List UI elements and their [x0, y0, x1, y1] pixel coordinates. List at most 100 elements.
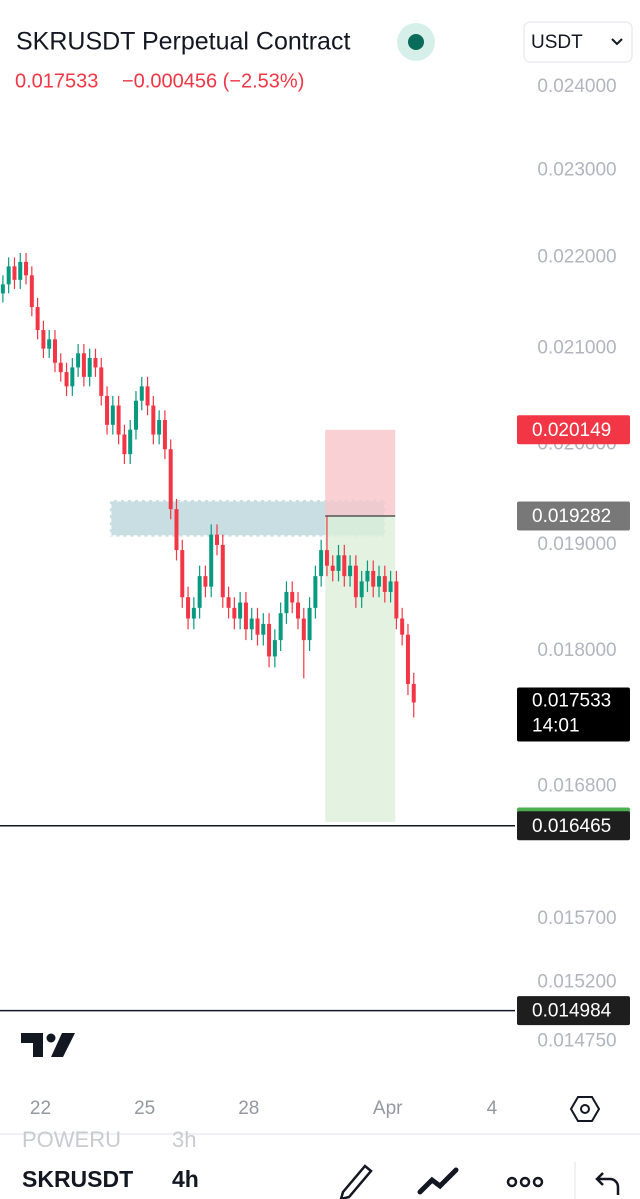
x-tick-label: 28 — [238, 1098, 259, 1119]
candle-body — [47, 339, 52, 349]
trend-icon[interactable] — [417, 1167, 459, 1195]
candle-body — [162, 419, 167, 450]
price-label-box — [517, 687, 630, 742]
candle-body — [330, 565, 335, 571]
dot — [519, 1176, 531, 1188]
candle-body — [35, 307, 40, 331]
candle-body — [0, 284, 5, 294]
candle-body — [238, 602, 243, 619]
y-tick-label: 0.018000 — [537, 640, 616, 661]
settings-hex — [569, 1096, 601, 1122]
y-tick-label: 0.015700 — [537, 908, 616, 929]
symbol[interactable]: SKRUSDT — [22, 1166, 133, 1192]
y-tick-label: 0.022000 — [537, 246, 616, 267]
candle-body — [214, 534, 219, 545]
candle-body — [186, 597, 191, 619]
logo-v — [51, 1033, 75, 1057]
candle-body — [41, 330, 46, 349]
candle-body — [382, 576, 387, 592]
y-tick-label: 0.023000 — [537, 159, 616, 180]
candle-body — [301, 618, 306, 641]
plot: 0.0240000.0230000.0220000.0210000.020000… — [0, 76, 630, 1119]
interval[interactable]: 4h — [172, 1166, 199, 1192]
candle-body — [24, 261, 29, 276]
toolbar — [0, 1148, 640, 1199]
price-label-box — [517, 415, 630, 445]
candle-body — [377, 576, 382, 587]
candle-body — [348, 565, 353, 577]
x-tick-label: 4 — [487, 1098, 498, 1119]
candle-body — [99, 367, 104, 396]
candle-body — [226, 597, 231, 608]
candle-body — [110, 405, 115, 425]
candle-body — [319, 550, 324, 577]
candle-body — [191, 607, 196, 619]
candle-body — [145, 386, 150, 406]
candle-body — [203, 576, 208, 587]
x-tick-label: Apr — [373, 1098, 403, 1119]
candle-body — [232, 607, 237, 619]
candle-body — [209, 534, 214, 587]
y-tick-label: 0.014750 — [537, 1030, 616, 1051]
candle-body — [52, 339, 57, 363]
price-change: −0.000456 (−2.53%) — [122, 70, 304, 92]
candle-body — [371, 570, 376, 587]
y-tick-label: 0.021000 — [537, 338, 616, 359]
candle-body — [128, 429, 133, 455]
last-price: 0.017533 — [15, 70, 98, 92]
candle-body — [197, 576, 202, 608]
tv-logo — [21, 1033, 75, 1057]
previous-interval: 3h — [172, 1127, 196, 1152]
dot — [532, 1176, 544, 1188]
candle-body — [411, 683, 416, 703]
price-label: 0.017533 — [532, 691, 611, 712]
status-dot — [408, 34, 424, 50]
candle-body — [116, 405, 121, 435]
candle-body — [342, 555, 347, 577]
target-area — [325, 516, 396, 822]
candle-body — [29, 275, 34, 308]
logo-t — [21, 1033, 43, 1057]
candle-body — [394, 581, 399, 619]
candle-body — [255, 618, 260, 635]
price-label-box — [517, 996, 630, 1026]
dropdown-chevron — [611, 38, 623, 46]
settings-icon[interactable] — [569, 1096, 601, 1122]
candle-body — [174, 509, 179, 551]
candle-body — [388, 581, 393, 592]
candle-body — [122, 434, 127, 455]
candle-body — [220, 544, 225, 598]
candle-body — [6, 266, 11, 285]
undo-icon[interactable] — [595, 1172, 620, 1195]
candle-body — [12, 266, 17, 280]
candle-body — [296, 602, 301, 619]
candle-body — [64, 372, 69, 387]
candle-body — [157, 419, 162, 435]
candle-body — [81, 353, 86, 377]
currency-dropdown[interactable] — [523, 21, 633, 63]
candle-body — [87, 358, 92, 377]
candle-body — [365, 570, 370, 582]
logo-dot — [46, 1033, 56, 1043]
candle-body — [58, 362, 63, 373]
candle-body — [105, 395, 110, 425]
candle-body — [168, 449, 173, 510]
x-tick-label: 25 — [134, 1098, 155, 1119]
chart-title: SKRUSDT Perpetual Contract — [16, 28, 350, 56]
y-tick-label: 0.016800 — [537, 775, 616, 796]
previous-symbol: POWERU — [22, 1127, 121, 1152]
settings-center — [580, 1104, 590, 1114]
candle-body — [151, 405, 156, 435]
candle-body — [267, 623, 272, 657]
candle-body — [353, 565, 358, 598]
countdown: 14:01 — [532, 716, 580, 737]
draw-icon[interactable] — [339, 1164, 373, 1199]
price-label-box — [517, 501, 630, 531]
currency-label: USDT — [531, 32, 583, 53]
dot — [506, 1176, 518, 1188]
price-label: 0.020149 — [532, 420, 611, 441]
more-icon[interactable] — [506, 1176, 544, 1188]
y-tick-label: 0.019000 — [537, 534, 616, 555]
candle-body — [249, 618, 254, 630]
